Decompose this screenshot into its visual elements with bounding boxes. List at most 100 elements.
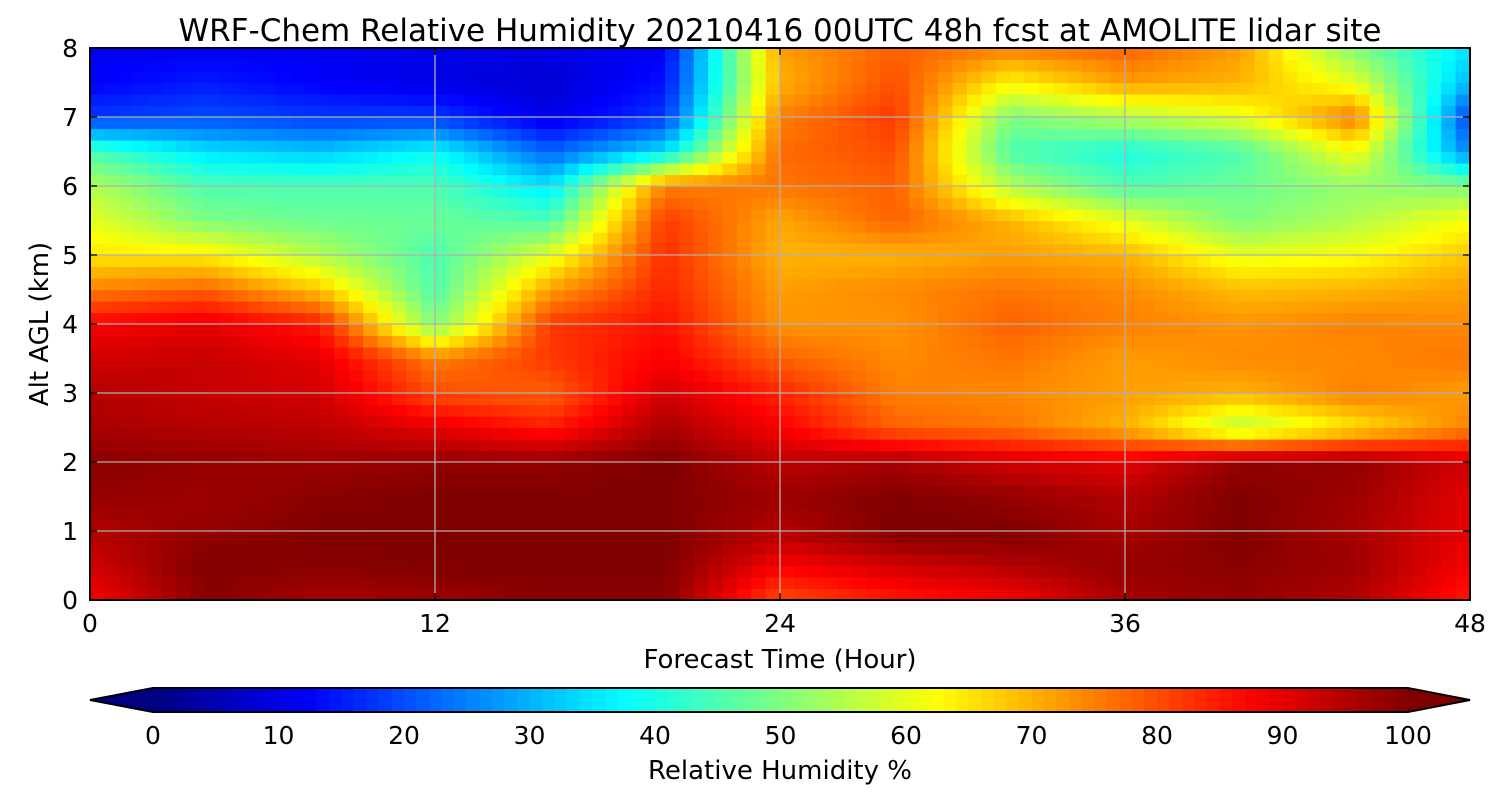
heatmap-cell: [708, 393, 724, 406]
heatmap-cell: [708, 462, 724, 475]
heatmap-cell: [248, 312, 264, 325]
heatmap-cell: [650, 128, 666, 141]
heatmap-cell: [147, 496, 163, 509]
colorbar-segment: [1069, 688, 1083, 712]
heatmap-cell: [708, 82, 724, 95]
heatmap-cell: [205, 404, 220, 417]
heatmap-cell: [1067, 312, 1083, 325]
heatmap-cell: [665, 416, 680, 429]
colorbar-segment: [1395, 688, 1409, 712]
heatmap-cell: [248, 393, 264, 406]
heatmap-cell: [1125, 48, 1140, 61]
heatmap-cell: [1139, 266, 1155, 279]
heatmap-cell: [521, 519, 537, 532]
heatmap-cell: [780, 48, 795, 61]
heatmap-cell: [262, 94, 278, 107]
heatmap-cell: [147, 565, 163, 578]
heatmap-cell: [981, 105, 997, 118]
heatmap-cell: [578, 71, 594, 84]
heatmap-cell: [233, 427, 249, 440]
heatmap-cell: [722, 186, 738, 199]
heatmap-cell: [1355, 531, 1370, 544]
heatmap-cell: [420, 531, 436, 544]
heatmap-cell: [837, 485, 853, 498]
heatmap-cell: [1455, 427, 1470, 440]
heatmap-cell: [506, 508, 522, 521]
heatmap-cell: [205, 266, 220, 279]
heatmap-cell: [1426, 439, 1442, 452]
heatmap-cell: [348, 335, 364, 348]
heatmap-cell: [1196, 427, 1212, 440]
heatmap-cell: [262, 473, 278, 486]
heatmap-cell: [995, 94, 1011, 107]
heatmap-cell: [291, 209, 307, 222]
heatmap-cell: [1010, 370, 1025, 383]
heatmap-cell: [880, 531, 896, 544]
heatmap-cell: [1153, 163, 1169, 176]
heatmap-cell: [1182, 554, 1198, 567]
heatmap-cell: [636, 105, 652, 118]
heatmap-cell: [1426, 554, 1442, 567]
heatmap-cell: [348, 496, 364, 509]
heatmap-cell: [176, 220, 192, 233]
heatmap-cell: [1067, 174, 1083, 187]
heatmap-cell: [535, 186, 551, 199]
heatmap-cell: [823, 496, 839, 509]
heatmap-cell: [995, 588, 1011, 600]
heatmap-cell: [391, 278, 407, 291]
heatmap-cell: [334, 59, 350, 72]
heatmap-cell: [161, 508, 177, 521]
heatmap-cell: [147, 542, 163, 555]
heatmap-cell: [118, 473, 134, 486]
heatmap-cell: [866, 220, 882, 233]
heatmap-cell: [161, 255, 177, 268]
heatmap-cell: [1024, 588, 1040, 600]
heatmap-cell: [320, 416, 335, 429]
heatmap-cell: [435, 220, 450, 233]
heatmap-cell: [679, 243, 695, 256]
heatmap-cell: [895, 588, 910, 600]
heatmap-cell: [1053, 439, 1069, 452]
heatmap-cell: [693, 312, 709, 325]
heatmap-cell: [1398, 48, 1414, 61]
heatmap-cell: [593, 71, 609, 84]
heatmap-cell: [334, 462, 350, 475]
heatmap-cell: [564, 542, 580, 555]
heatmap-cell: [895, 174, 910, 187]
heatmap-cell: [1225, 209, 1241, 222]
heatmap-cell: [679, 450, 695, 463]
heatmap-cell: [391, 531, 407, 544]
heatmap-cell: [1383, 278, 1399, 291]
heatmap-cell: [621, 71, 637, 84]
heatmap-cell: [1340, 335, 1356, 348]
heatmap-cell: [823, 416, 839, 429]
heatmap-cell: [607, 255, 623, 268]
colorbar-segment: [780, 688, 794, 712]
heatmap-cell: [1010, 485, 1025, 498]
heatmap-cell: [535, 197, 551, 210]
heatmap-cell: [736, 278, 752, 291]
heatmap-cell: [866, 82, 882, 95]
heatmap-cell: [780, 358, 795, 371]
heatmap-cell: [90, 255, 105, 268]
heatmap-cell: [765, 209, 781, 222]
heatmap-cell: [1426, 312, 1442, 325]
heatmap-cell: [334, 554, 350, 567]
heatmap-cell: [751, 289, 767, 302]
heatmap-cell: [1096, 255, 1112, 268]
heatmap-cell: [578, 565, 594, 578]
heatmap-cell: [995, 140, 1011, 153]
heatmap-cell: [1412, 232, 1428, 245]
heatmap-cell: [823, 117, 839, 130]
heatmap-cell: [1038, 59, 1054, 72]
heatmap-cell: [449, 416, 465, 429]
heatmap-cell: [535, 416, 551, 429]
heatmap-cell: [1426, 266, 1442, 279]
heatmap-cell: [837, 588, 853, 600]
heatmap-cell: [1369, 278, 1385, 291]
heatmap-cell: [435, 151, 450, 164]
heatmap-cell: [391, 301, 407, 314]
heatmap-cell: [765, 163, 781, 176]
heatmap-cell: [377, 71, 393, 84]
heatmap-cell: [334, 243, 350, 256]
